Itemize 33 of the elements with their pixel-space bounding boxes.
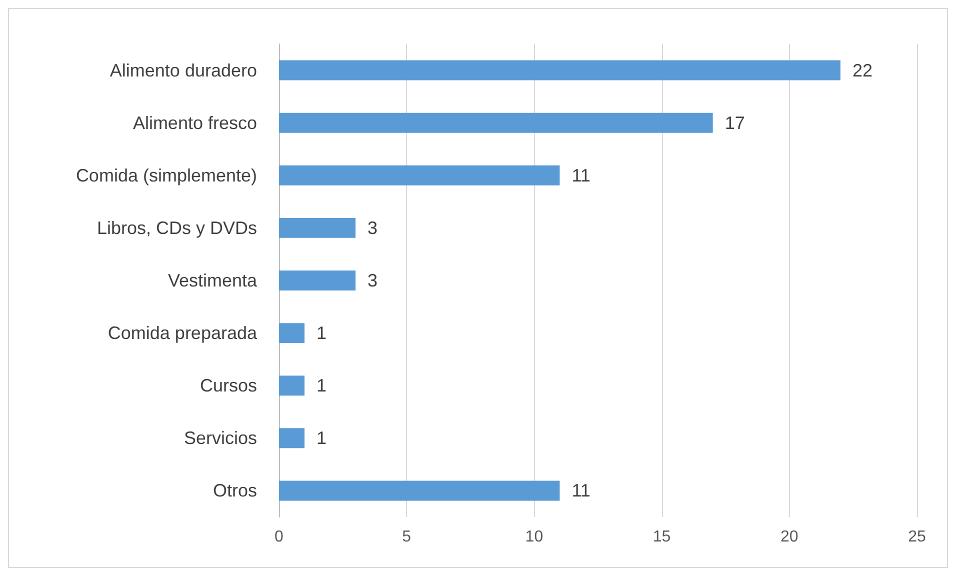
bar [279, 376, 305, 396]
y-tick-label: Libros, CDs y DVDs [96, 218, 257, 238]
y-tick-label: Comida preparada [108, 323, 258, 344]
bar [279, 480, 560, 501]
data-label: 1 [316, 376, 327, 396]
x-tick-label: 0 [274, 528, 284, 546]
x-tick-label: 5 [402, 528, 412, 546]
bar [279, 270, 356, 290]
x-tick-label: 10 [525, 528, 544, 546]
y-tick-label: Alimento duradero [110, 60, 257, 80]
y-tick-label: Comida (simplemente) [76, 165, 257, 186]
data-label: 17 [724, 112, 745, 133]
x-tick-label: 15 [652, 528, 671, 546]
bar [279, 218, 356, 238]
x-tick-label: 25 [908, 528, 926, 546]
y-tick-label: Cursos [200, 376, 257, 396]
bar [279, 112, 713, 133]
y-tick-label: Vestimenta [168, 270, 258, 290]
data-label: 1 [316, 323, 327, 344]
data-label: 11 [572, 480, 590, 501]
data-label: 11 [572, 165, 590, 186]
data-label: 22 [852, 60, 872, 80]
x-tick-label: 20 [780, 528, 798, 546]
bar [279, 165, 560, 186]
y-tick-label: Otros [212, 480, 257, 501]
data-label: 3 [368, 270, 378, 290]
y-tick-label: Servicios [184, 428, 257, 448]
bar [279, 428, 305, 448]
bar [279, 60, 840, 80]
bar [279, 323, 305, 344]
data-label: 3 [368, 218, 378, 238]
data-label: 1 [316, 428, 327, 448]
y-tick-label: Alimento fresco [132, 112, 257, 133]
